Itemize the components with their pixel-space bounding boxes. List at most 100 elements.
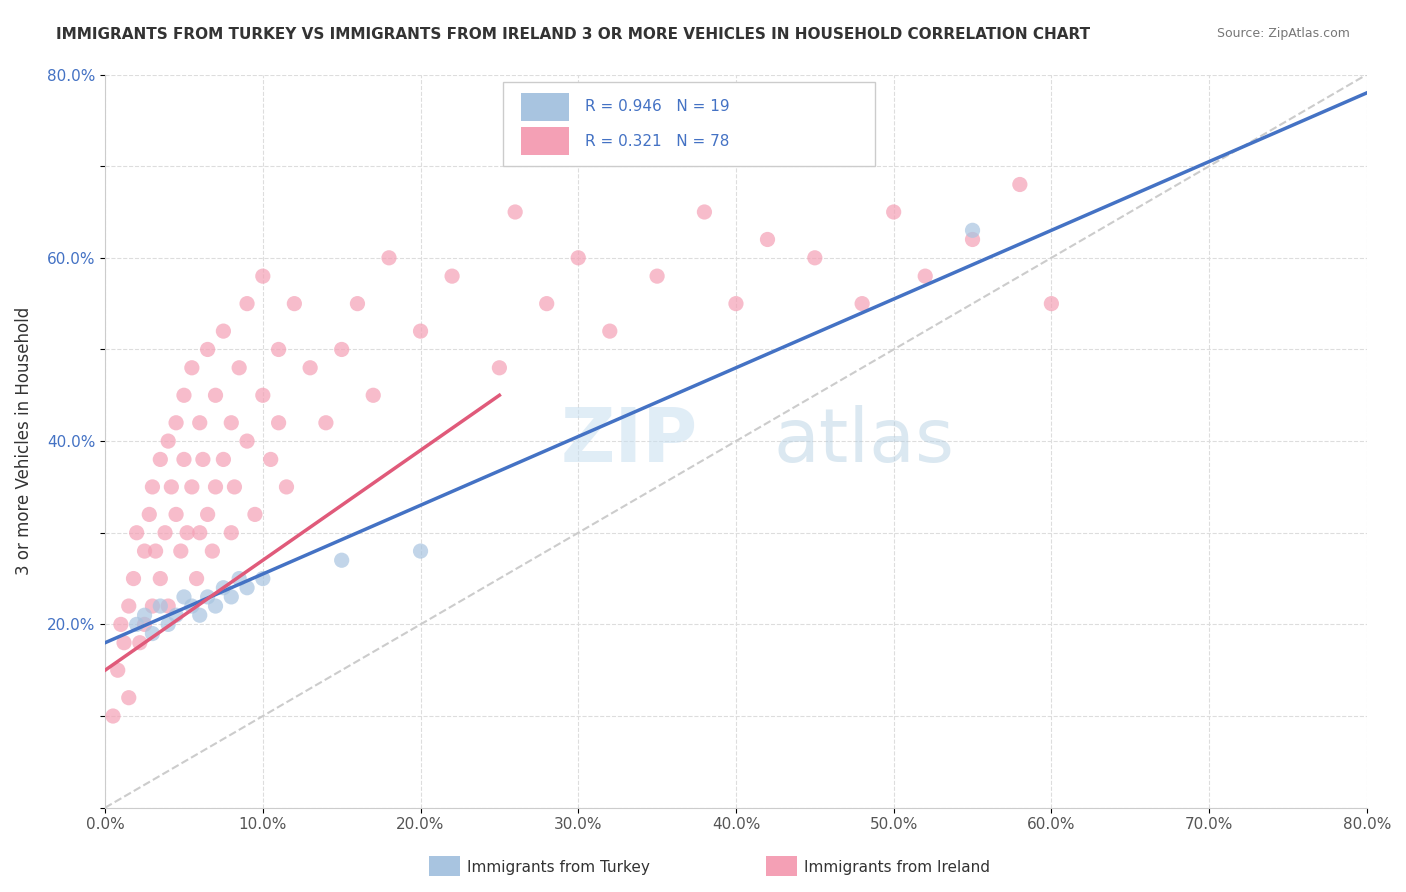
Point [165,608,187,623]
Point [962,223,984,237]
Point [176,525,198,540]
Point [145,544,167,558]
Point [914,269,936,284]
Point [204,480,226,494]
Point [180,360,202,375]
Point [962,232,984,246]
Point [441,269,464,284]
FancyBboxPatch shape [502,82,875,166]
Point [180,599,202,613]
Point [851,296,873,310]
Point [204,388,226,402]
Point [118,690,141,705]
Point [212,581,235,595]
Point [536,296,558,310]
Point [330,553,353,567]
Point [212,324,235,338]
Point [330,343,353,357]
Point [228,572,250,586]
Point [173,388,195,402]
Point [165,508,187,522]
FancyBboxPatch shape [522,93,569,120]
Text: R = 0.321   N = 78: R = 0.321 N = 78 [585,134,728,149]
Point [599,324,621,338]
Point [804,251,827,265]
Point [361,388,384,402]
Point [125,617,148,632]
Point [128,636,150,650]
Point [243,508,266,522]
Point [197,508,219,522]
Point [134,544,156,558]
Point [276,480,298,494]
Point [346,296,368,310]
Point [212,452,235,467]
Text: Immigrants from Ireland: Immigrants from Ireland [804,861,990,875]
Point [252,572,274,586]
Point [236,296,259,310]
Point [252,388,274,402]
Point [107,663,129,677]
Point [149,599,172,613]
Point [125,525,148,540]
Point [191,452,214,467]
Point [1040,296,1063,310]
Point [645,269,668,284]
Point [180,480,202,494]
Point [149,572,172,586]
Point [138,508,160,522]
Point [186,572,208,586]
Point [197,590,219,604]
Point [299,360,322,375]
Text: Source: ZipAtlas.com: Source: ZipAtlas.com [1216,27,1350,40]
Point [149,452,172,467]
FancyBboxPatch shape [522,128,569,155]
Point [236,434,259,449]
Point [170,544,193,558]
Point [219,525,242,540]
Point [236,581,259,595]
Y-axis label: 3 or more Vehicles in Household: 3 or more Vehicles in Household [15,307,32,575]
Point [141,599,163,613]
Point [188,608,211,623]
Point [134,608,156,623]
Point [118,599,141,613]
Point [409,324,432,338]
Point [315,416,337,430]
Point [488,360,510,375]
Point [160,480,183,494]
Point [693,205,716,219]
Point [378,251,401,265]
Text: atlas: atlas [773,405,955,477]
Point [724,296,747,310]
Point [219,416,242,430]
Point [122,572,145,586]
Point [201,544,224,558]
Point [165,416,187,430]
Point [157,599,180,613]
Text: ZIP: ZIP [561,405,699,477]
Point [224,480,246,494]
Point [267,416,290,430]
Point [409,544,432,558]
Point [112,636,135,650]
Point [153,525,176,540]
Point [141,626,163,640]
Text: R = 0.946   N = 19: R = 0.946 N = 19 [585,99,730,114]
Point [204,599,226,613]
Point [188,416,211,430]
Point [101,709,124,723]
Point [567,251,589,265]
Point [283,296,305,310]
Point [756,232,779,246]
Point [157,617,180,632]
Point [173,590,195,604]
Point [188,525,211,540]
Point [260,452,283,467]
Point [219,590,242,604]
Point [173,452,195,467]
Point [157,434,180,449]
Point [883,205,905,219]
Point [110,617,132,632]
Text: Immigrants from Turkey: Immigrants from Turkey [467,861,650,875]
